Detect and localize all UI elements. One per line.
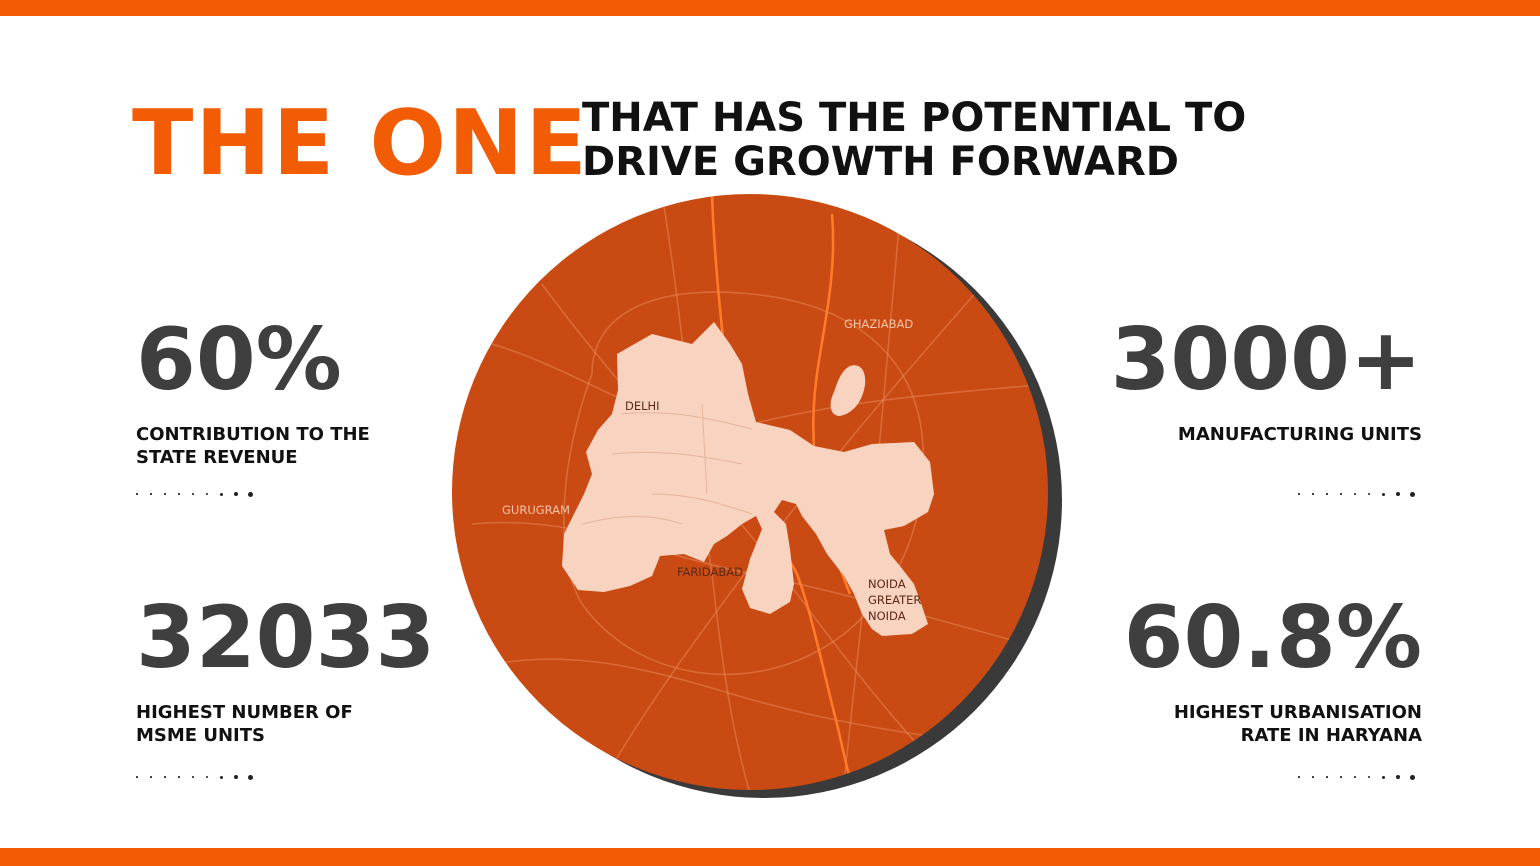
dot xyxy=(206,492,209,496)
stat-manufacturing-value: 3000+ xyxy=(1110,310,1422,410)
dot xyxy=(1396,492,1400,496)
dot xyxy=(206,775,209,779)
dot xyxy=(1340,493,1342,495)
headline-line-1: THAT HAS THE POTENTIAL TO xyxy=(582,95,1247,141)
dot xyxy=(234,492,238,496)
dot-divider xyxy=(136,772,258,782)
dot xyxy=(1312,493,1314,495)
dot xyxy=(1410,491,1415,497)
label-gurugram: GURUGRAM xyxy=(502,503,570,517)
headline-highlight: THE ONE xyxy=(132,91,589,196)
dot xyxy=(220,775,223,779)
dot xyxy=(1354,493,1356,495)
label-ghaziabad: GHAZIABAD xyxy=(844,317,913,331)
dot xyxy=(220,492,223,496)
dot xyxy=(248,491,253,497)
dot-divider xyxy=(1298,772,1420,782)
label-delhi: DELHI xyxy=(625,399,660,413)
dot-divider xyxy=(1298,489,1420,499)
dot xyxy=(164,493,166,495)
stat-revenue-value: 60% xyxy=(136,310,342,410)
stat-urbanisation-label: HIGHEST URBANISATION RATE IN HARYANA xyxy=(1173,702,1422,746)
stat-urbanisation-value: 60.8% xyxy=(1123,588,1422,688)
dot xyxy=(1382,492,1385,496)
dot xyxy=(1326,776,1328,778)
label-greater-noida: NOIDA xyxy=(868,609,906,623)
dot xyxy=(1368,492,1371,496)
bottom-accent-bar xyxy=(0,848,1540,866)
stat-revenue-label: CONTRIBUTION TO THE STATE REVENUE xyxy=(136,424,370,468)
dot xyxy=(1368,775,1371,779)
dot xyxy=(136,776,138,778)
dot xyxy=(178,776,180,778)
top-accent-bar xyxy=(0,0,1540,16)
region-borders xyxy=(581,403,753,525)
dot xyxy=(248,774,253,780)
stat-manufacturing-label: MANUFACTURING UNITS xyxy=(1177,424,1422,445)
dot xyxy=(1298,493,1300,495)
dot xyxy=(178,493,180,495)
dot xyxy=(136,493,138,495)
headline-line-2: DRIVE GROWTH FORWARD xyxy=(582,139,1179,185)
dot xyxy=(1312,776,1314,778)
dot-divider xyxy=(136,489,258,499)
dot xyxy=(164,776,166,778)
label-noida: NOIDA xyxy=(868,577,906,591)
dot xyxy=(150,776,152,778)
dot xyxy=(1396,775,1400,779)
dot xyxy=(1354,776,1356,778)
dot xyxy=(1326,493,1328,495)
label-greater: GREATER xyxy=(868,593,921,607)
dot xyxy=(192,493,194,495)
label-faridabad: FARIDABAD xyxy=(677,565,743,579)
stat-msme-label: HIGHEST NUMBER OF MSME UNITS xyxy=(136,702,353,746)
dot xyxy=(1410,774,1415,780)
region-shape xyxy=(562,322,934,636)
headline-subtitle: THAT HAS THE POTENTIAL TO DRIVE GROWTH F… xyxy=(582,96,1246,184)
region-ghaziabad-shape xyxy=(830,365,866,416)
dot xyxy=(1340,776,1342,778)
ncr-map: DELHI GHAZIABAD GURUGRAM FARIDABAD NOIDA… xyxy=(452,194,1062,798)
stat-msme-value: 32033 xyxy=(136,588,436,688)
dot xyxy=(150,493,152,495)
dot xyxy=(192,776,194,778)
map-labels: DELHI GHAZIABAD GURUGRAM FARIDABAD NOIDA… xyxy=(502,317,921,623)
dot xyxy=(1382,775,1385,779)
dot xyxy=(1298,776,1300,778)
dot xyxy=(234,775,238,779)
